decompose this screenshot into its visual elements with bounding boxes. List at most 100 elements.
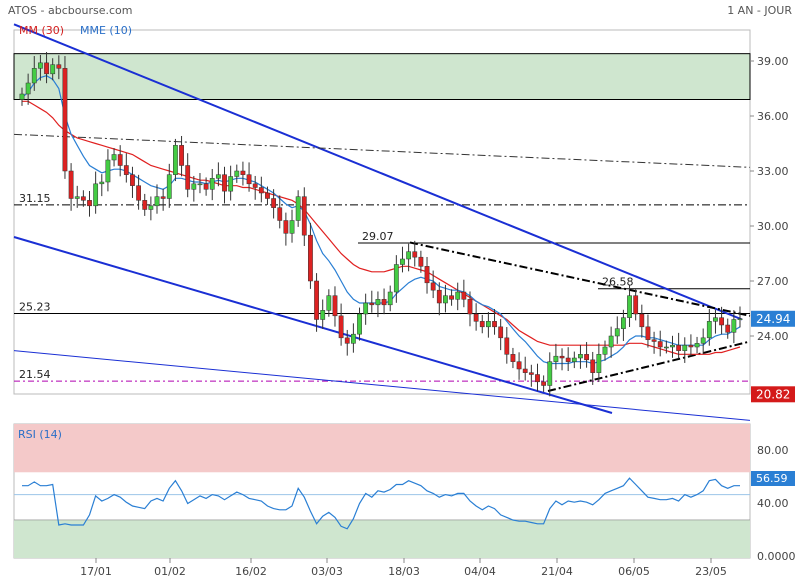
candle bbox=[565, 347, 571, 372]
date-tick-label: 01/02 bbox=[154, 565, 186, 578]
candle-body bbox=[326, 295, 332, 311]
candle-body bbox=[473, 313, 479, 322]
candle-body bbox=[651, 339, 657, 342]
candle-body bbox=[332, 295, 338, 317]
rsi-tick-80: 80.00 bbox=[757, 444, 789, 457]
legend-mme10: MME (10) bbox=[80, 24, 132, 37]
candle bbox=[314, 273, 319, 332]
candle bbox=[584, 342, 589, 368]
candle-body bbox=[424, 266, 430, 284]
candle-body bbox=[694, 343, 700, 348]
candle-body bbox=[406, 251, 412, 260]
candle bbox=[19, 87, 25, 106]
candle bbox=[492, 309, 497, 335]
candle bbox=[62, 56, 68, 179]
candle-body bbox=[657, 341, 663, 348]
candle bbox=[258, 176, 264, 203]
candle-body bbox=[633, 295, 639, 315]
candle bbox=[308, 222, 313, 289]
candle bbox=[123, 153, 129, 183]
candle bbox=[485, 311, 491, 338]
candle-body bbox=[301, 196, 307, 236]
date-tick-label: 04/04 bbox=[464, 565, 496, 578]
candle bbox=[418, 250, 424, 273]
date-tick-label: 23/05 bbox=[695, 565, 727, 578]
candle-body bbox=[645, 326, 651, 340]
legend-mm30: MM (30) bbox=[19, 24, 64, 37]
price-tick-label: 36.00 bbox=[757, 110, 789, 123]
candle bbox=[265, 186, 270, 205]
candle-body bbox=[308, 234, 313, 282]
candle bbox=[719, 306, 724, 335]
svg-text:56.59: 56.59 bbox=[756, 472, 788, 485]
candle bbox=[528, 364, 534, 387]
candle-body bbox=[676, 344, 682, 351]
candle-body bbox=[197, 183, 203, 186]
candle bbox=[350, 323, 356, 353]
candle-body bbox=[430, 282, 436, 291]
long-support-line bbox=[13, 350, 751, 421]
candle-body bbox=[535, 374, 540, 383]
candle-body bbox=[357, 313, 362, 335]
candle bbox=[651, 331, 657, 354]
candle bbox=[498, 318, 504, 351]
candle bbox=[271, 189, 277, 219]
candle bbox=[44, 52, 49, 84]
date-tick-label: 03/03 bbox=[311, 565, 343, 578]
candle-body bbox=[725, 324, 731, 333]
candle-body bbox=[719, 317, 724, 326]
candle-body bbox=[621, 317, 626, 329]
candle bbox=[117, 145, 123, 177]
candle bbox=[657, 330, 663, 357]
candle bbox=[240, 161, 246, 186]
long-resistance-line bbox=[13, 133, 751, 168]
candle bbox=[449, 289, 454, 306]
candle bbox=[136, 174, 141, 210]
candle-body bbox=[179, 145, 184, 166]
candle-body bbox=[338, 315, 344, 339]
candle bbox=[215, 162, 221, 187]
candle bbox=[387, 285, 393, 312]
rsi-tick-0: 0.0000 bbox=[757, 550, 796, 563]
candle-body bbox=[265, 192, 270, 199]
candle-body bbox=[584, 354, 589, 361]
candle-body bbox=[173, 145, 178, 175]
channel-lower-line bbox=[13, 236, 613, 414]
candle bbox=[246, 162, 252, 192]
candle bbox=[209, 168, 215, 201]
date-axis: 17/01 01/02 16/02 03/03 18/03 04/04 21/04 06/05… bbox=[80, 558, 727, 578]
candle-body bbox=[68, 170, 74, 199]
candle-body bbox=[252, 183, 258, 188]
candle-body bbox=[80, 196, 86, 201]
candle-body bbox=[504, 337, 510, 355]
candle-body bbox=[485, 321, 491, 328]
date-tick-label: 18/03 bbox=[388, 565, 420, 578]
moving-averages bbox=[21, 75, 741, 365]
candle bbox=[148, 196, 154, 221]
candle bbox=[277, 195, 283, 229]
candle bbox=[185, 153, 191, 198]
rsi-grid bbox=[14, 494, 750, 521]
candle bbox=[516, 352, 522, 380]
candle bbox=[725, 318, 731, 339]
candle bbox=[338, 303, 344, 346]
candle-body bbox=[215, 174, 221, 179]
candle-body bbox=[590, 359, 596, 373]
candle-body bbox=[271, 198, 277, 208]
date-tick-label: 17/01 bbox=[80, 565, 112, 578]
candle bbox=[578, 344, 583, 369]
last-price-tag bbox=[751, 310, 795, 327]
candle-body bbox=[87, 200, 92, 207]
candle bbox=[547, 352, 553, 397]
candle-body bbox=[713, 317, 718, 322]
candle bbox=[670, 335, 675, 358]
candle bbox=[301, 187, 307, 246]
candle-body bbox=[541, 381, 547, 386]
price-tick-label: 30.00 bbox=[757, 220, 789, 233]
candle-body bbox=[614, 328, 620, 337]
candle bbox=[676, 332, 682, 359]
candle-body bbox=[670, 344, 675, 348]
candle-body bbox=[363, 302, 369, 315]
candle-body bbox=[203, 183, 209, 190]
candle bbox=[700, 328, 706, 355]
